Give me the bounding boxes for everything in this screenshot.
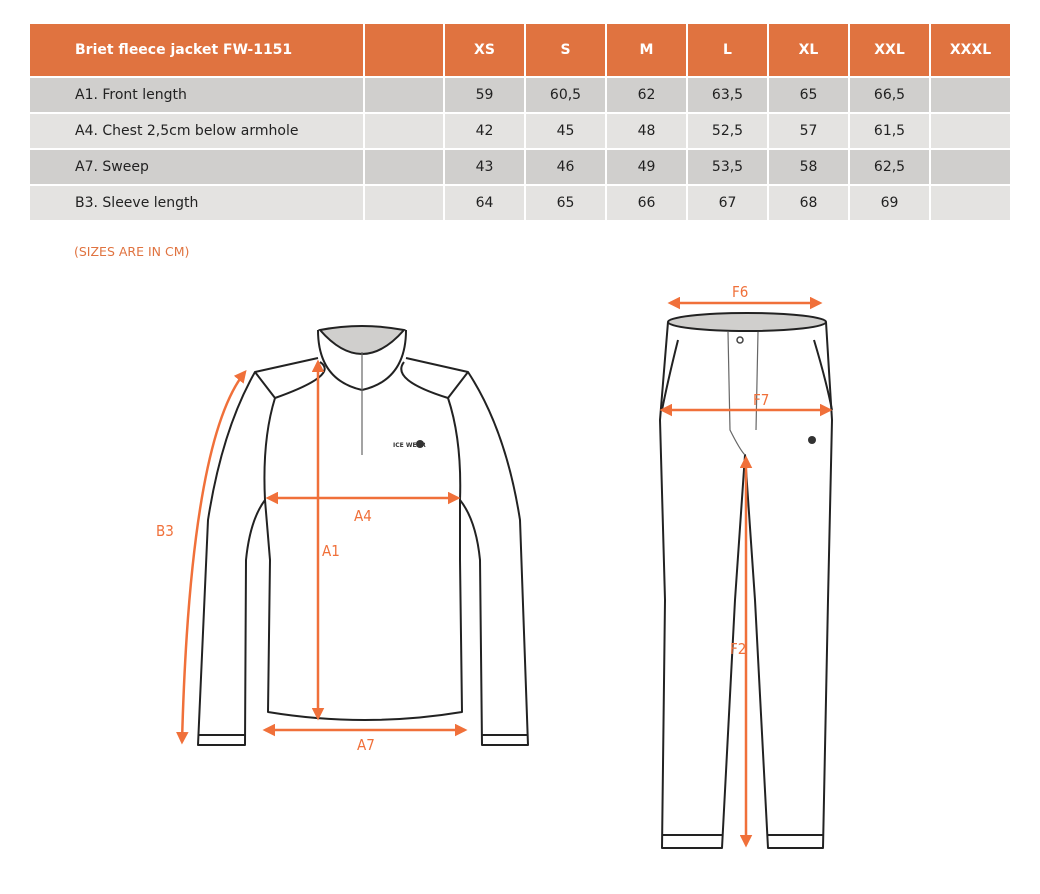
table-row: A4. Chest 2,5cm below armhole 42 45 48 52,5 5… (30, 114, 1010, 148)
measurement-value: 65 (769, 78, 848, 112)
product-title: Briet fleece jacket FW-1151 (30, 24, 363, 76)
measurement-value (931, 114, 1010, 148)
measurement-value: 65 (526, 186, 605, 220)
measurement-value (931, 78, 1010, 112)
measurement-value: 57 (769, 114, 848, 148)
size-header: XL (769, 24, 848, 76)
blank-cell (365, 150, 443, 184)
logo-mark-icon (808, 436, 816, 444)
measurement-value: 64 (445, 186, 524, 220)
table-header-row: Briet fleece jacket FW-1151 XS S M L XL … (30, 24, 1010, 76)
f2-label: F2 (730, 640, 746, 658)
jacket-measurements: A1 A4 A7 B3 (156, 359, 468, 754)
logo-mark-icon (416, 440, 424, 448)
measurement-value: 49 (607, 150, 686, 184)
size-header: L (688, 24, 767, 76)
measurement-value: 43 (445, 150, 524, 184)
jacket-drawing: ICE WEAR (197, 325, 529, 746)
measurement-label: A1. Front length (30, 78, 363, 112)
a1-label: A1 (322, 542, 340, 560)
measurement-value: 63,5 (688, 78, 767, 112)
blank-cell (365, 78, 443, 112)
blank-cell (365, 114, 443, 148)
size-header: XXXL (931, 24, 1010, 76)
size-header: XXL (850, 24, 929, 76)
table-row: B3. Sleeve length 64 65 66 67 68 69 (30, 186, 1010, 220)
pants-measurements: F6 F7 F2 (659, 283, 833, 848)
measurement-label: B3. Sleeve length (30, 186, 363, 220)
measurement-value: 66 (607, 186, 686, 220)
measurement-value: 45 (526, 114, 605, 148)
table-row: A7. Sweep 43 46 49 53,5 58 62,5 (30, 150, 1010, 184)
measurement-value: 61,5 (850, 114, 929, 148)
measurement-value: 42 (445, 114, 524, 148)
measurement-value: 46 (526, 150, 605, 184)
blank-cell (365, 186, 443, 220)
measurement-value: 66,5 (850, 78, 929, 112)
size-header: S (526, 24, 605, 76)
b3-arrow (176, 370, 247, 745)
measurement-value: 52,5 (688, 114, 767, 148)
measurement-value: 62 (607, 78, 686, 112)
measurement-label: A4. Chest 2,5cm below armhole (30, 114, 363, 148)
f7-label: F7 (753, 391, 769, 409)
measurement-value: 68 (769, 186, 848, 220)
pants-drawing (659, 312, 833, 849)
measurement-label: A7. Sweep (30, 150, 363, 184)
measurement-value: 48 (607, 114, 686, 148)
measurement-value (931, 186, 1010, 220)
units-note: (SIZES ARE IN CM) (74, 244, 190, 259)
f6-label: F6 (732, 283, 748, 301)
measurement-value: 62,5 (850, 150, 929, 184)
size-header: XS (445, 24, 524, 76)
measurement-value: 58 (769, 150, 848, 184)
measurement-value: 53,5 (688, 150, 767, 184)
table-row: A1. Front length 59 60,5 62 63,5 65 66,5 (30, 78, 1010, 112)
b3-label: B3 (156, 522, 174, 540)
measurement-value: 69 (850, 186, 929, 220)
a7-label: A7 (357, 736, 375, 754)
a4-label: A4 (354, 507, 372, 525)
measurement-value: 60,5 (526, 78, 605, 112)
measurement-value: 67 (688, 186, 767, 220)
ice-wear-logo: ICE WEAR (393, 442, 426, 449)
size-header: M (607, 24, 686, 76)
measurement-value: 59 (445, 78, 524, 112)
size-chart-table: Briet fleece jacket FW-1151 XS S M L XL … (28, 22, 1012, 222)
blank-header-cell (365, 24, 443, 76)
measurement-value (931, 150, 1010, 184)
